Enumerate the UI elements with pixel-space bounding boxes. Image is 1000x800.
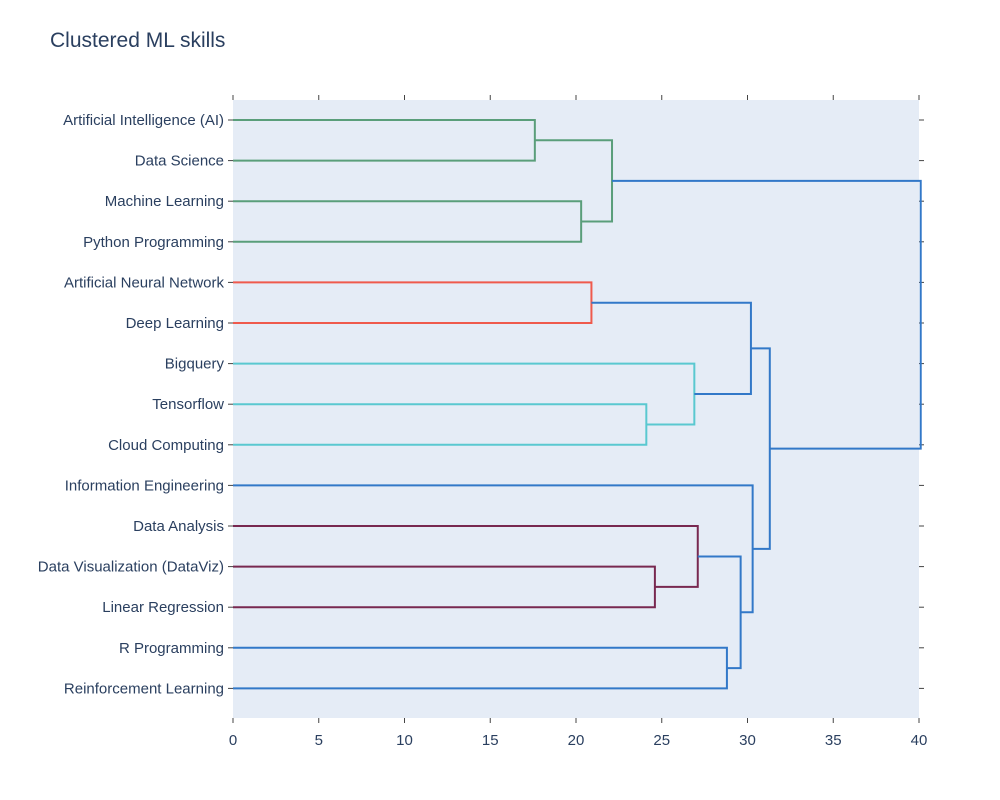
x-tick-label: 30 — [739, 732, 756, 749]
leaf-label: R Programming — [119, 640, 224, 657]
leaf-label: Linear Regression — [102, 599, 224, 616]
top-ticks — [232, 95, 920, 100]
leaf-label: Machine Learning — [105, 193, 224, 210]
plot-background — [233, 100, 919, 718]
leaf-label: Python Programming — [83, 234, 224, 251]
x-tick-label: 35 — [825, 732, 842, 749]
leaf-label: Bigquery — [165, 356, 225, 373]
dendrogram-links — [233, 119, 922, 690]
x-tick-label: 20 — [568, 732, 585, 749]
leaf-label: Information Engineering — [65, 477, 224, 494]
dendrogram-link — [612, 179, 922, 450]
leaf-label: Artificial Intelligence (AI) — [63, 112, 224, 129]
x-tick-label: 25 — [653, 732, 670, 749]
leaf-label: Cloud Computing — [108, 437, 224, 454]
leaf-label: Tensorflow — [152, 396, 224, 413]
bottom-ticks — [232, 718, 920, 723]
leaf-label: Deep Learning — [126, 315, 224, 332]
leaf-labels: Artificial Intelligence (AI) Data Science… — [38, 112, 225, 697]
leaf-label: Data Visualization (DataViz) — [38, 559, 224, 576]
x-tick-labels: 0 5 10 15 20 25 30 35 40 — [229, 732, 928, 749]
chart-title: Clustered ML skills — [50, 29, 226, 52]
leaf-label: Data Science — [135, 153, 224, 170]
x-tick-label: 40 — [911, 732, 928, 749]
x-tick-label: 10 — [396, 732, 413, 749]
leaf-label: Reinforcement Learning — [64, 680, 224, 697]
x-tick-label: 5 — [315, 732, 323, 749]
leaf-label: Data Analysis — [133, 518, 224, 535]
left-ticks — [228, 119, 233, 689]
x-tick-label: 15 — [482, 732, 499, 749]
x-tick-label: 0 — [229, 732, 237, 749]
leaf-label: Artificial Neural Network — [64, 274, 225, 291]
